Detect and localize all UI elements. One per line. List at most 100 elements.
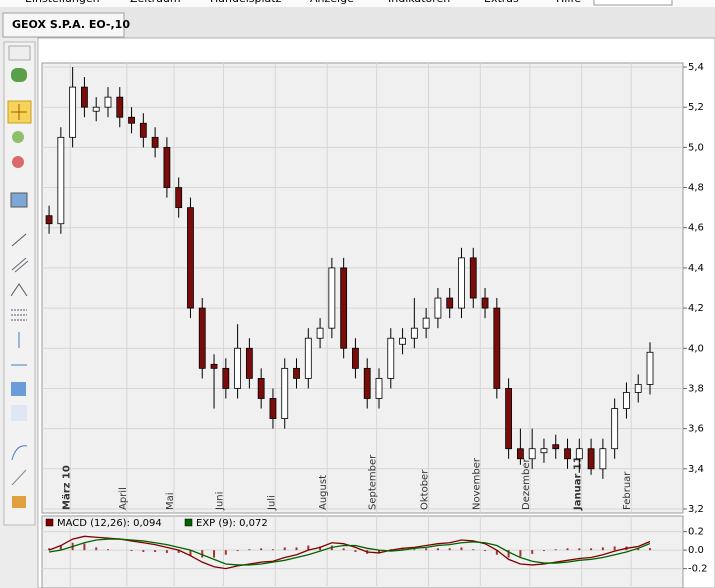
candle-body: [116, 96, 124, 118]
candle-body: [175, 187, 183, 209]
candle-body: [340, 267, 348, 349]
candle-body: [634, 384, 642, 393]
candle-body: [363, 367, 371, 399]
candle-body: [564, 448, 571, 460]
tool-icon[interactable]: [11, 405, 27, 421]
legend-label: MACD (12,26): 0,094: [57, 518, 162, 529]
tool-icon[interactable]: [11, 68, 27, 82]
candle-body: [128, 116, 135, 124]
candle-body: [516, 448, 524, 460]
candle-body: [81, 86, 88, 108]
tool-icon[interactable]: [10, 192, 28, 208]
candle-body: [399, 337, 406, 345]
candle-body: [234, 347, 241, 389]
y-tick-label: 4,2: [688, 303, 704, 314]
tool-icon: [11, 104, 27, 120]
candle-body: [293, 367, 300, 379]
y-tick-label: 3,6: [688, 424, 704, 435]
menu-item[interactable]: Extras: [484, 0, 519, 5]
menu-item[interactable]: Einstellungen: [25, 0, 100, 5]
y-tick-label: 3,2: [688, 504, 704, 515]
candle-body: [57, 136, 65, 225]
candle-body: [304, 337, 312, 379]
candle-body: [245, 347, 253, 379]
tool-icon[interactable]: [11, 233, 27, 247]
tool-icon[interactable]: [12, 156, 24, 168]
y-tick-label: 5,0: [688, 142, 704, 153]
x-tick-label: Februar: [622, 471, 633, 510]
candle-body: [69, 86, 77, 138]
candle-body: [198, 307, 206, 369]
x-tick-label: September: [368, 454, 379, 510]
candle-body: [92, 106, 100, 112]
search-box[interactable]: [593, 0, 673, 6]
x-tick-label: April: [118, 487, 129, 510]
candle-body: [352, 347, 359, 369]
price-plot: [41, 62, 684, 514]
candle-body: [528, 448, 536, 460]
y-tick-label: -0.2: [688, 564, 708, 575]
candle-body: [151, 136, 159, 148]
candle-body: [387, 337, 395, 379]
x-tick-label: Mai: [165, 492, 176, 510]
candle-body: [222, 367, 230, 389]
y-tick-label: 0.2: [688, 527, 704, 538]
tool-icon[interactable]: [10, 283, 28, 297]
candle-body: [257, 378, 265, 399]
tab[interactable]: [2, 12, 125, 38]
toolbar-icons: [7, 45, 32, 508]
candle-body: [45, 215, 53, 225]
x-tick-label: November: [471, 457, 482, 510]
x-tick-label: Juni: [214, 492, 225, 511]
x-tick-label: März 10: [61, 465, 72, 510]
candle-body: [281, 367, 289, 419]
candle-body: [434, 297, 442, 319]
candle-body: [328, 267, 336, 329]
candle-body: [623, 392, 630, 409]
menu-item[interactable]: Anzeige: [310, 0, 354, 5]
tool-icon[interactable]: [11, 382, 26, 396]
tool-icon[interactable]: [11, 445, 28, 461]
candle-body: [611, 408, 619, 450]
candle-body: [469, 257, 477, 299]
x-tick-label: Dezember: [521, 458, 532, 510]
legend-swatch: [184, 518, 193, 527]
candle-body: [187, 207, 194, 309]
menu-item[interactable]: Hilfe: [556, 0, 581, 5]
candle-body: [422, 317, 430, 329]
candle-body: [269, 398, 277, 419]
candle-body: [587, 448, 595, 470]
menu-item[interactable]: Indikatoren: [388, 0, 450, 5]
menu-item[interactable]: Handelsplatz: [210, 0, 282, 5]
candle-body: [410, 327, 418, 339]
menu-item[interactable]: Zeitraum: [130, 0, 181, 5]
candle-body: [505, 388, 513, 450]
y-tick-label: 4,6: [688, 223, 704, 234]
tool-icon[interactable]: [11, 469, 27, 486]
y-tick-label: 3,4: [688, 464, 704, 475]
legend-swatch: [45, 518, 54, 527]
tool-icon[interactable]: [8, 45, 31, 61]
y-tick-label: 0.0: [688, 545, 704, 556]
candle-body: [481, 297, 489, 309]
y-tick-label: 4,8: [688, 183, 704, 194]
candle-body: [575, 448, 583, 460]
tool-icon[interactable]: [12, 131, 24, 143]
y-tick-label: 4,4: [688, 263, 704, 274]
tool-icon[interactable]: [12, 496, 26, 508]
candle-body: [316, 327, 324, 339]
candle-body: [646, 351, 654, 385]
candle-body: [139, 122, 147, 138]
tool-icon[interactable]: [11, 257, 29, 273]
candle-body: [210, 363, 218, 369]
x-tick-label: Januar 11: [573, 456, 584, 511]
tool-icon[interactable]: [11, 309, 27, 321]
tab-label[interactable]: GEOX S.P.A. EO-,10: [12, 18, 130, 31]
menu-bar: [0, 0, 715, 7]
candle-body: [104, 96, 112, 108]
x-tick-label: Juli: [266, 495, 277, 511]
candle-body: [458, 257, 465, 309]
macd-plot: [41, 515, 684, 588]
